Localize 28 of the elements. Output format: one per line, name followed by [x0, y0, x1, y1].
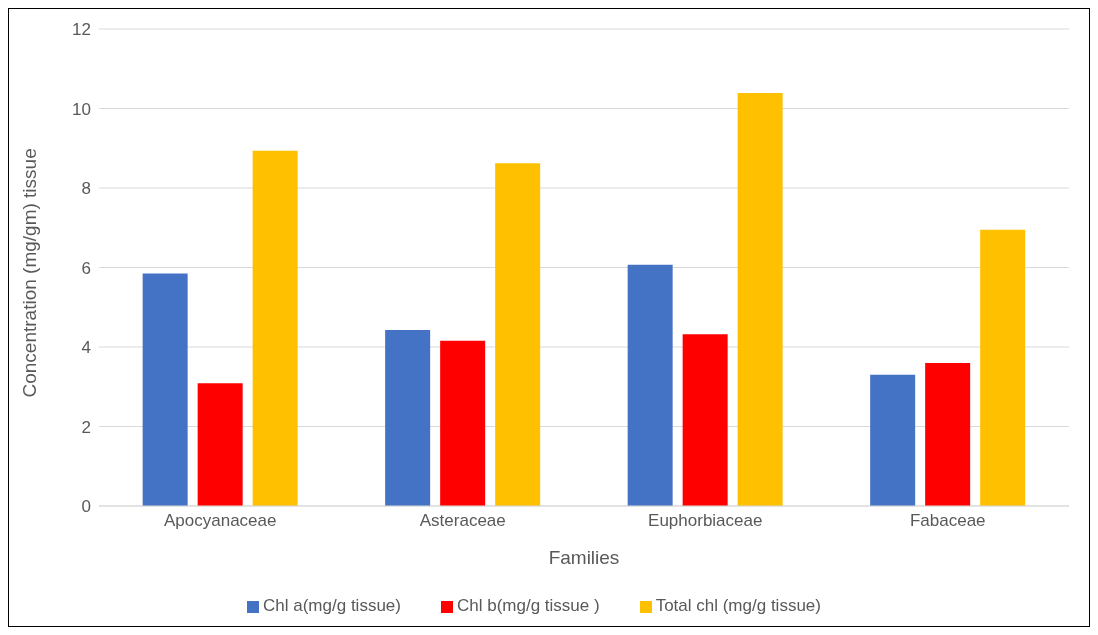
bar [440, 340, 486, 506]
y-tick-label: 4 [81, 338, 91, 358]
bar [142, 273, 188, 506]
y-tick-label: 12 [72, 20, 91, 40]
y-axis-title: Concentration (mg/gm) tissue [18, 148, 40, 398]
y-tick-label: 0 [81, 497, 91, 517]
x-tick-label: Asteraceae [419, 511, 506, 531]
bar [980, 229, 1026, 506]
bar [197, 383, 243, 506]
bar [737, 93, 783, 506]
legend-label: Total chl (mg/g tissue) [655, 596, 821, 615]
x-tick-label: Apocyanaceae [164, 511, 277, 531]
bar [925, 362, 971, 506]
y-tick-label: 8 [81, 179, 91, 199]
legend-label: Chl a(mg/g tissue) [263, 596, 401, 615]
bar [385, 329, 431, 506]
y-tick-label: 2 [81, 417, 91, 437]
legend-label: Chl b(mg/g tissue ) [456, 596, 600, 615]
x-tick-label: Euphorbiaceae [648, 511, 763, 531]
bar [682, 334, 728, 506]
bar [252, 150, 298, 506]
bar [495, 163, 541, 506]
bar [870, 374, 916, 506]
bar [627, 264, 673, 506]
x-tick-label: Fabaceae [909, 511, 986, 531]
y-tick-label: 10 [72, 99, 91, 119]
y-tick-label: 6 [81, 258, 91, 278]
x-axis-title: Families [548, 547, 620, 568]
